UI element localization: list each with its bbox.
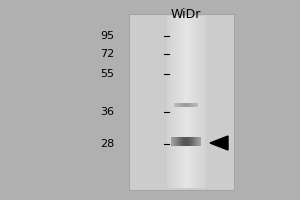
FancyBboxPatch shape bbox=[191, 103, 192, 107]
FancyBboxPatch shape bbox=[193, 16, 194, 188]
FancyBboxPatch shape bbox=[178, 137, 179, 146]
FancyBboxPatch shape bbox=[175, 137, 176, 146]
Text: 55: 55 bbox=[100, 69, 114, 79]
FancyBboxPatch shape bbox=[192, 103, 193, 107]
FancyBboxPatch shape bbox=[193, 103, 194, 107]
FancyBboxPatch shape bbox=[197, 16, 198, 188]
FancyBboxPatch shape bbox=[185, 16, 186, 188]
FancyBboxPatch shape bbox=[198, 16, 199, 188]
Text: 28: 28 bbox=[100, 139, 114, 149]
FancyBboxPatch shape bbox=[188, 137, 189, 146]
FancyBboxPatch shape bbox=[181, 103, 182, 107]
FancyBboxPatch shape bbox=[187, 16, 188, 188]
FancyBboxPatch shape bbox=[189, 16, 190, 188]
FancyBboxPatch shape bbox=[184, 137, 185, 146]
FancyBboxPatch shape bbox=[187, 103, 188, 107]
FancyBboxPatch shape bbox=[176, 137, 177, 146]
FancyBboxPatch shape bbox=[171, 16, 172, 188]
FancyBboxPatch shape bbox=[205, 16, 206, 188]
FancyBboxPatch shape bbox=[167, 16, 206, 188]
FancyBboxPatch shape bbox=[190, 16, 191, 188]
FancyBboxPatch shape bbox=[194, 103, 195, 107]
FancyBboxPatch shape bbox=[169, 16, 170, 188]
FancyBboxPatch shape bbox=[172, 137, 173, 146]
FancyBboxPatch shape bbox=[195, 103, 196, 107]
FancyBboxPatch shape bbox=[185, 137, 186, 146]
FancyBboxPatch shape bbox=[197, 137, 198, 146]
FancyBboxPatch shape bbox=[180, 103, 181, 107]
FancyBboxPatch shape bbox=[196, 16, 197, 188]
Text: 72: 72 bbox=[100, 49, 114, 59]
FancyBboxPatch shape bbox=[174, 137, 175, 146]
FancyBboxPatch shape bbox=[187, 137, 188, 146]
FancyBboxPatch shape bbox=[189, 137, 190, 146]
FancyBboxPatch shape bbox=[179, 103, 180, 107]
FancyBboxPatch shape bbox=[179, 16, 180, 188]
FancyBboxPatch shape bbox=[179, 137, 180, 146]
FancyBboxPatch shape bbox=[178, 103, 179, 107]
FancyBboxPatch shape bbox=[195, 137, 196, 146]
FancyBboxPatch shape bbox=[180, 16, 181, 188]
FancyBboxPatch shape bbox=[193, 137, 194, 146]
FancyBboxPatch shape bbox=[196, 103, 197, 107]
FancyBboxPatch shape bbox=[188, 16, 189, 188]
FancyBboxPatch shape bbox=[185, 103, 186, 107]
FancyBboxPatch shape bbox=[174, 103, 175, 107]
FancyBboxPatch shape bbox=[175, 16, 176, 188]
Text: 36: 36 bbox=[100, 107, 114, 117]
FancyBboxPatch shape bbox=[204, 16, 205, 188]
FancyBboxPatch shape bbox=[169, 16, 170, 188]
FancyBboxPatch shape bbox=[191, 137, 192, 146]
Text: 95: 95 bbox=[100, 31, 114, 41]
FancyBboxPatch shape bbox=[198, 137, 199, 146]
FancyBboxPatch shape bbox=[178, 16, 179, 188]
FancyBboxPatch shape bbox=[194, 137, 195, 146]
FancyBboxPatch shape bbox=[182, 103, 183, 107]
FancyBboxPatch shape bbox=[186, 137, 187, 146]
FancyBboxPatch shape bbox=[182, 137, 183, 146]
FancyBboxPatch shape bbox=[202, 16, 203, 188]
FancyBboxPatch shape bbox=[175, 103, 176, 107]
FancyBboxPatch shape bbox=[192, 16, 193, 188]
FancyBboxPatch shape bbox=[201, 16, 202, 188]
FancyBboxPatch shape bbox=[129, 14, 234, 190]
FancyBboxPatch shape bbox=[182, 16, 183, 188]
FancyBboxPatch shape bbox=[180, 137, 181, 146]
FancyBboxPatch shape bbox=[186, 16, 187, 188]
Text: WiDr: WiDr bbox=[171, 7, 201, 21]
FancyBboxPatch shape bbox=[181, 16, 182, 188]
FancyBboxPatch shape bbox=[183, 16, 184, 188]
FancyBboxPatch shape bbox=[196, 137, 197, 146]
FancyBboxPatch shape bbox=[186, 103, 187, 107]
FancyBboxPatch shape bbox=[176, 103, 177, 107]
FancyBboxPatch shape bbox=[181, 137, 182, 146]
FancyBboxPatch shape bbox=[189, 103, 190, 107]
FancyBboxPatch shape bbox=[183, 103, 184, 107]
FancyBboxPatch shape bbox=[191, 16, 192, 188]
FancyBboxPatch shape bbox=[184, 103, 185, 107]
FancyBboxPatch shape bbox=[184, 16, 185, 188]
Polygon shape bbox=[210, 136, 228, 150]
FancyBboxPatch shape bbox=[200, 137, 201, 146]
FancyBboxPatch shape bbox=[170, 16, 171, 188]
FancyBboxPatch shape bbox=[173, 16, 174, 188]
FancyBboxPatch shape bbox=[197, 103, 198, 107]
FancyBboxPatch shape bbox=[171, 137, 172, 146]
FancyBboxPatch shape bbox=[202, 16, 204, 188]
FancyBboxPatch shape bbox=[192, 137, 193, 146]
FancyBboxPatch shape bbox=[195, 16, 196, 188]
FancyBboxPatch shape bbox=[199, 16, 200, 188]
FancyBboxPatch shape bbox=[199, 137, 200, 146]
FancyBboxPatch shape bbox=[177, 137, 178, 146]
FancyBboxPatch shape bbox=[177, 103, 178, 107]
FancyBboxPatch shape bbox=[174, 16, 175, 188]
FancyBboxPatch shape bbox=[190, 137, 191, 146]
FancyBboxPatch shape bbox=[188, 103, 189, 107]
FancyBboxPatch shape bbox=[173, 137, 174, 146]
FancyBboxPatch shape bbox=[190, 103, 191, 107]
FancyBboxPatch shape bbox=[167, 16, 169, 188]
FancyBboxPatch shape bbox=[177, 16, 178, 188]
FancyBboxPatch shape bbox=[194, 16, 195, 188]
FancyBboxPatch shape bbox=[183, 137, 184, 146]
